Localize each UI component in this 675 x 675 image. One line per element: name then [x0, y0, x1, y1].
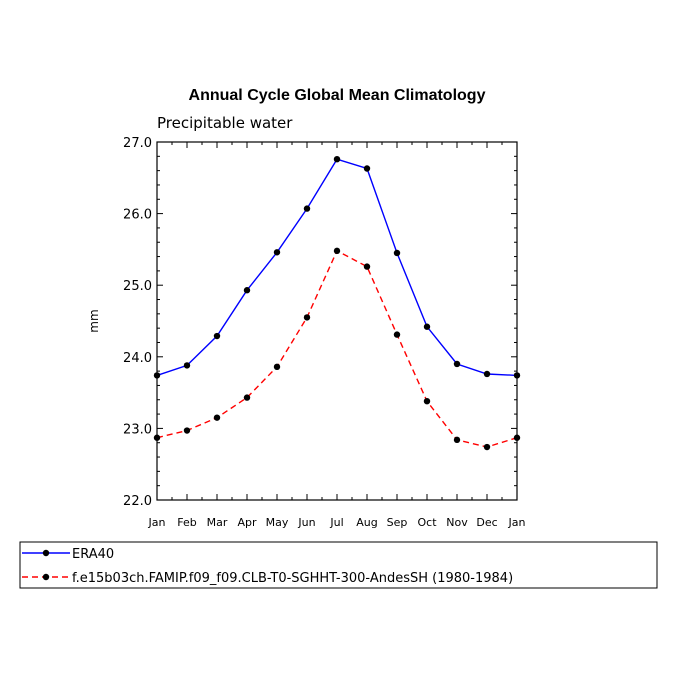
- y-tick-label: 26.0: [123, 208, 152, 223]
- legend-label-1: ERA40: [72, 547, 114, 562]
- series-1-point: [363, 165, 371, 172]
- series-1-point: [483, 370, 491, 378]
- legend-box: [19, 541, 658, 589]
- x-tick-label: Apr: [237, 516, 257, 529]
- legend-marker-2: [42, 573, 50, 581]
- x-tick-label: Jun: [297, 516, 315, 529]
- y-tick-label: 25.0: [123, 279, 152, 294]
- x-tick-label: Mar: [207, 516, 228, 529]
- series-1-point: [423, 323, 431, 330]
- series-1-point: [393, 249, 401, 257]
- series-2-point: [183, 427, 191, 434]
- series-1-point: [333, 155, 341, 163]
- y-tick-label: 27.0: [123, 136, 152, 151]
- chart-title: Annual Cycle Global Mean Climatology: [189, 87, 486, 104]
- x-tick-label: Aug: [356, 516, 377, 529]
- series-1-point: [273, 249, 281, 256]
- y-axis-label: mm: [87, 309, 101, 332]
- x-tick-label: Jan: [148, 516, 166, 529]
- series-2-point: [213, 414, 221, 421]
- series-1-point: [303, 205, 311, 212]
- series-2-point: [153, 434, 161, 441]
- series-2-point: [483, 443, 491, 451]
- x-tick-label: Jan: [508, 516, 526, 529]
- legend: ERA40 f.e15b03ch.FAMIP.f09_f09.CLB-T0-SGH…: [19, 541, 658, 589]
- x-tick-label: Dec: [476, 516, 497, 529]
- series-2-point: [303, 314, 311, 321]
- series-2-point: [453, 436, 461, 444]
- x-tick-label: Feb: [177, 516, 196, 529]
- x-tick-label: May: [266, 516, 289, 529]
- series-2-point: [273, 363, 281, 371]
- x-tick-label: Oct: [417, 516, 437, 529]
- x-tick-label: Sep: [387, 516, 408, 529]
- series-2-point: [513, 434, 521, 441]
- series-2-point: [423, 397, 431, 405]
- series-2-point: [393, 331, 401, 338]
- y-tick-label: 22.0: [123, 494, 152, 509]
- series-1-point: [243, 287, 251, 294]
- x-tick-label: Jul: [329, 516, 343, 529]
- series-1-point: [513, 372, 521, 379]
- chart-subtitle: Precipitable water: [157, 114, 293, 132]
- y-tick-label: 24.0: [123, 351, 152, 366]
- x-tick-label: Nov: [446, 516, 468, 529]
- series-line-1: [156, 158, 518, 377]
- legend-marker-1: [42, 549, 50, 557]
- y-tick-label: 23.0: [123, 422, 152, 437]
- plot-area: 22.0 23.0 24.0 25.0 26.0 27.0 Jan Feb Mar Apr May J…: [123, 136, 525, 529]
- series-1-point: [183, 362, 191, 369]
- series-2-point: [363, 263, 371, 270]
- series-2-point: [333, 247, 341, 255]
- legend-label-2: f.e15b03ch.FAMIP.f09_f09.CLB-T0-SGHHT-30…: [72, 571, 513, 586]
- plot-frame: [156, 141, 518, 501]
- series-2-point: [243, 394, 251, 401]
- series-1-point: [453, 360, 461, 368]
- series-line-2: [156, 249, 518, 448]
- series-1-point: [213, 332, 221, 340]
- series-1-point: [153, 372, 161, 379]
